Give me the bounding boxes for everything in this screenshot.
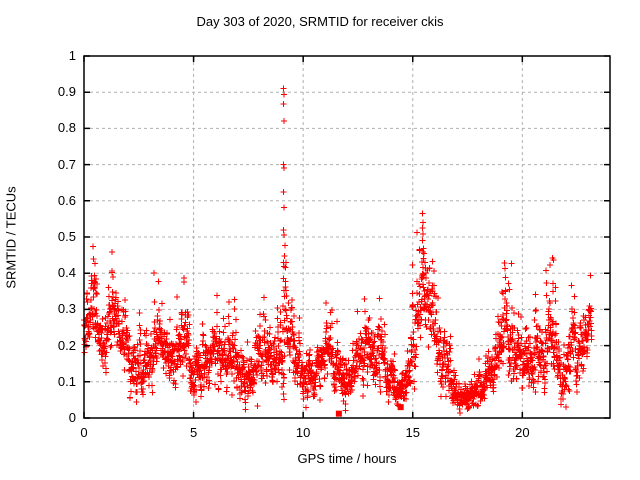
chart-title: Day 303 of 2020, SRMTID for receiver cki… xyxy=(196,14,444,29)
y-tick-label: 0.3 xyxy=(57,301,76,317)
y-tick-label: 0.2 xyxy=(57,337,76,353)
y-tick-label: 0.4 xyxy=(57,265,76,281)
y-tick-label: 1 xyxy=(68,48,76,63)
y-tick-label: 0.9 xyxy=(57,84,76,100)
y-tick-label: 0.6 xyxy=(57,192,76,208)
y-tick-label: 0.8 xyxy=(57,120,76,136)
y-tick-label: 0.1 xyxy=(57,373,76,389)
y-tick-label: 0.7 xyxy=(57,156,76,172)
x-axis-label: GPS time / hours xyxy=(297,451,397,466)
x-tick-label: 20 xyxy=(515,425,530,440)
y-tick-label: 0.5 xyxy=(57,229,76,244)
x-tick-label: 0 xyxy=(80,425,88,440)
x-tick-label: 15 xyxy=(405,425,420,440)
x-tick-label: 5 xyxy=(189,425,198,440)
x-tick-label: 10 xyxy=(295,425,311,440)
y-tick-label: 0 xyxy=(68,410,76,425)
